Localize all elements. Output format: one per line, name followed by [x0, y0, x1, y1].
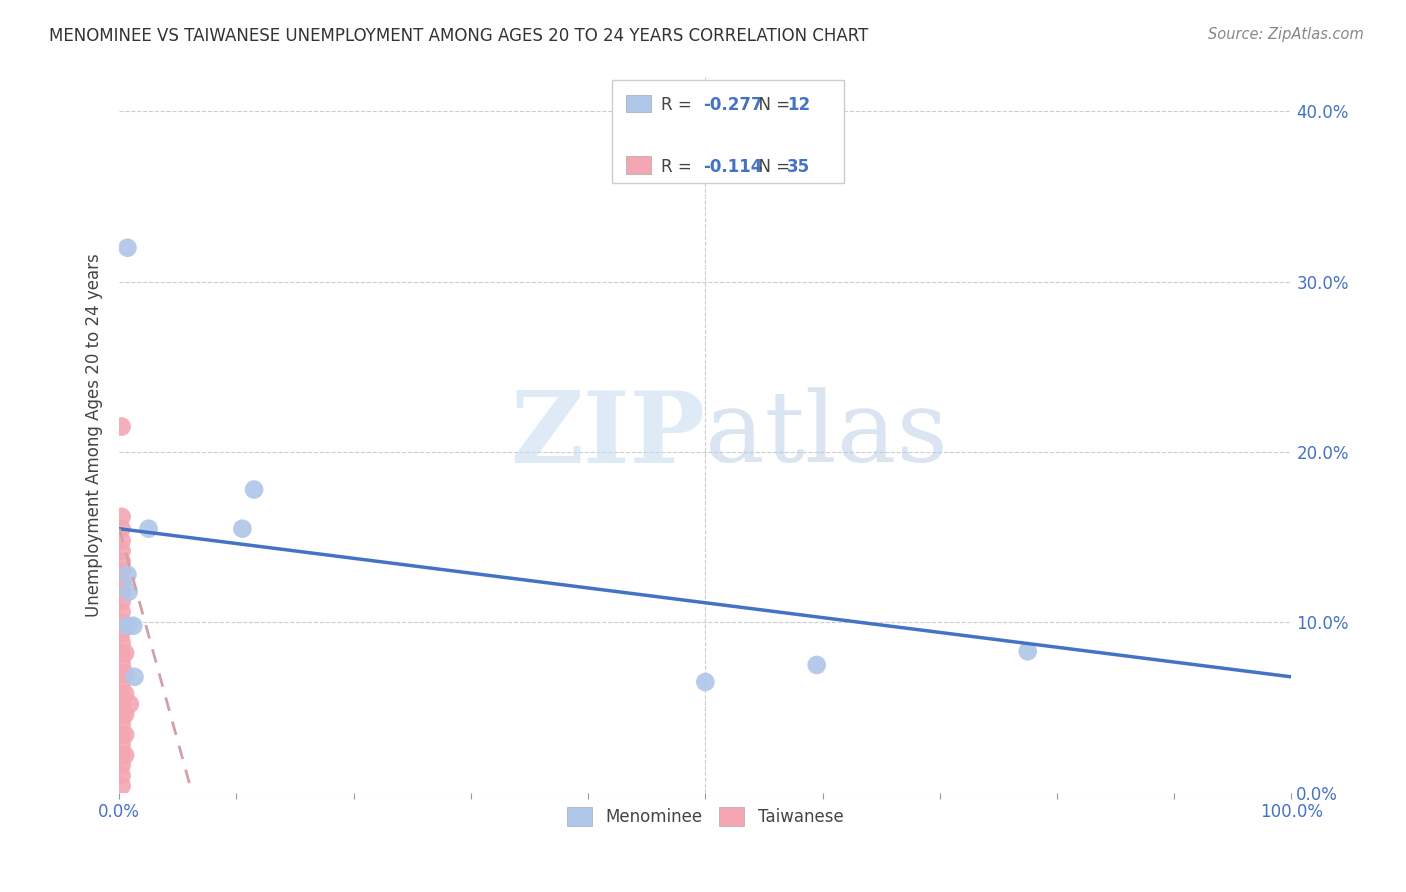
- Text: R =: R =: [661, 96, 697, 114]
- Point: [110, 779, 132, 793]
- Point: [110, 728, 132, 742]
- Point: [110, 509, 132, 524]
- Point: [110, 574, 132, 589]
- Point: [114, 687, 136, 701]
- Point: [118, 697, 141, 711]
- Point: [110, 625, 132, 640]
- Point: [122, 619, 145, 633]
- Point: [110, 657, 132, 671]
- Point: [695, 675, 717, 690]
- Point: [110, 646, 132, 660]
- Point: [110, 666, 132, 681]
- Point: [110, 769, 132, 783]
- Point: [110, 595, 132, 609]
- Text: Source: ZipAtlas.com: Source: ZipAtlas.com: [1208, 27, 1364, 42]
- Point: [110, 636, 132, 650]
- Point: [1017, 644, 1039, 658]
- Point: [110, 522, 132, 536]
- Point: [114, 748, 136, 763]
- Text: -0.114: -0.114: [703, 158, 762, 176]
- Y-axis label: Unemployment Among Ages 20 to 24 years: Unemployment Among Ages 20 to 24 years: [86, 253, 103, 617]
- Point: [110, 738, 132, 752]
- Text: MENOMINEE VS TAIWANESE UNEMPLOYMENT AMONG AGES 20 TO 24 YEARS CORRELATION CHART: MENOMINEE VS TAIWANESE UNEMPLOYMENT AMON…: [49, 27, 869, 45]
- Point: [110, 544, 132, 558]
- Point: [110, 707, 132, 722]
- Point: [110, 584, 132, 599]
- Point: [124, 670, 146, 684]
- Point: [114, 666, 136, 681]
- Point: [114, 707, 136, 722]
- Text: R =: R =: [661, 158, 697, 176]
- Point: [806, 657, 828, 672]
- Point: [110, 605, 132, 619]
- Text: atlas: atlas: [706, 387, 948, 483]
- Point: [110, 533, 132, 548]
- Point: [117, 619, 139, 633]
- Point: [110, 564, 132, 578]
- Text: ZIP: ZIP: [510, 386, 706, 483]
- Point: [110, 758, 132, 772]
- Text: 12: 12: [787, 96, 810, 114]
- Text: N =: N =: [748, 96, 796, 114]
- Point: [114, 646, 136, 660]
- Point: [243, 483, 266, 497]
- Text: 35: 35: [787, 158, 810, 176]
- Point: [110, 697, 132, 711]
- Point: [110, 687, 132, 701]
- Point: [110, 419, 132, 434]
- Point: [110, 748, 132, 763]
- Legend: Menominee, Taiwanese: Menominee, Taiwanese: [560, 799, 852, 834]
- Point: [118, 584, 141, 599]
- Point: [110, 717, 132, 731]
- Point: [110, 676, 132, 690]
- Text: -0.277: -0.277: [703, 96, 762, 114]
- Point: [231, 522, 253, 536]
- Point: [117, 567, 139, 582]
- Point: [110, 554, 132, 568]
- Point: [138, 522, 160, 536]
- Text: N =: N =: [748, 158, 796, 176]
- Point: [117, 241, 139, 255]
- Point: [110, 615, 132, 630]
- Point: [114, 728, 136, 742]
